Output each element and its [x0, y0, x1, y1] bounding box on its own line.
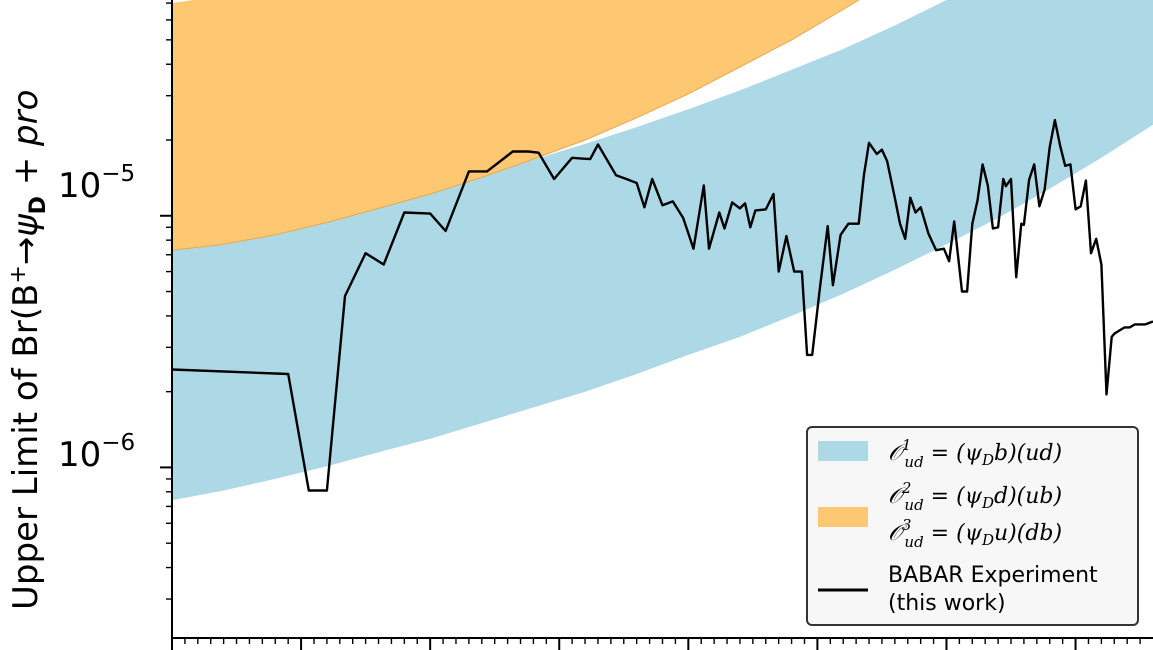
y-tick-label-1e-6: 10−6 [58, 430, 135, 475]
legend-swatch-orange [818, 507, 868, 527]
legend-label-babar: BABAR Experiment [888, 563, 1098, 588]
legend-label-babar-sub: (this work) [888, 591, 1006, 616]
y-tick-label-1e-5: 10−5 [58, 161, 135, 206]
legend-label-o2: 𝒪2 ud = (ψDd)(ub) [888, 479, 1062, 514]
series-line-babar [172, 118, 1153, 492]
legend-label-o3: 𝒪3 ud = (ψDu)(db) [888, 516, 1062, 551]
y-ticks [160, 2, 172, 600]
y-axis-label: Upper Limit of Br(B+→ψD + pro [6, 90, 51, 610]
legend: 𝒪1 ud = (ψDb)(ud) 𝒪2 ud = (ψDd)(ub) 𝒪3 ud =… [806, 426, 1139, 626]
band-o2-lower-edge [172, 0, 860, 251]
band-o1-ud [172, 0, 1153, 501]
band-o2-o3-ud [172, 0, 859, 251]
plot-area [172, 0, 1153, 501]
legend-swatch-blue [818, 441, 868, 461]
legend-frame [806, 426, 1139, 626]
x-ticks [171, 638, 1141, 650]
